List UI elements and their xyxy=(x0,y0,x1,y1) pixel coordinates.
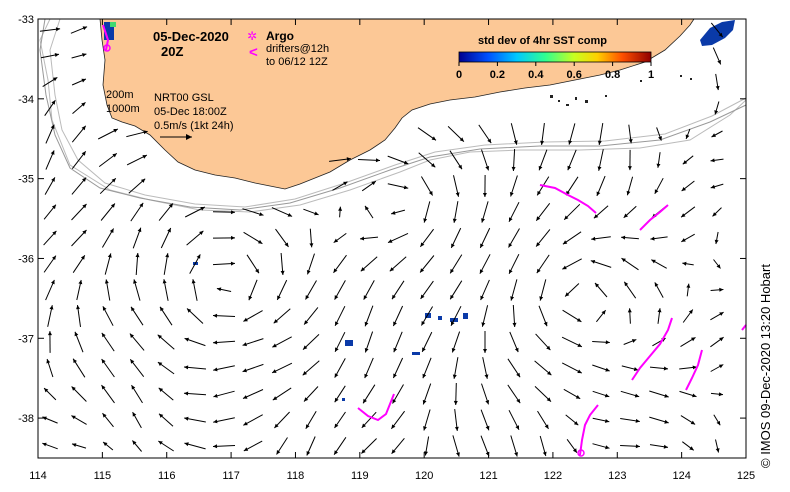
latitude-axis: -33 -34 -35 -36 -37 -38 xyxy=(18,14,34,425)
colorbar-tick-label: 0.4 xyxy=(528,69,544,81)
map-date: 05-Dec-2020 xyxy=(153,29,229,44)
lat-tick-label: -34 xyxy=(18,94,34,106)
lon-tick-label: 122 xyxy=(544,470,562,482)
lat-tick-label: -33 xyxy=(18,14,34,26)
map-time: 20Z xyxy=(161,44,183,59)
longitude-axis: 114 115 116 117 118 119 120 121 122 123 124 125 xyxy=(29,470,755,482)
lon-tick-label: 121 xyxy=(479,470,497,482)
argo-floats xyxy=(103,44,585,457)
lon-tick-label: 117 xyxy=(222,470,240,482)
sst-patch-green xyxy=(110,22,116,27)
drifter-tracks xyxy=(102,24,747,456)
colorbar-tick-label: 0.8 xyxy=(605,69,620,81)
colorbar-tick-label: 0.6 xyxy=(567,69,582,81)
argo-label: Argo xyxy=(266,29,294,43)
plot-frame xyxy=(37,18,747,459)
drifter-symbol-icon: < xyxy=(249,44,258,61)
lon-tick-label: 120 xyxy=(415,470,433,482)
credit-text: © IMOS 09-Dec-2020 13:20 Hobart xyxy=(758,264,773,468)
isobath-1000m xyxy=(49,18,747,208)
lat-tick-label: -37 xyxy=(18,333,34,345)
current-product: NRT00 GSL xyxy=(154,92,214,104)
colorbar-tick-label: 1 xyxy=(648,69,654,81)
drifter-label-line2: to 06/12 12Z xyxy=(266,56,328,68)
isobath-200m-label: 200m xyxy=(106,89,134,101)
isobath-200m xyxy=(39,18,747,211)
colorbar-tick-label: 0 xyxy=(456,69,462,81)
isobath-1000m-label: 1000m xyxy=(106,103,140,115)
lon-tick-label: 116 xyxy=(158,470,176,482)
colorbar-ticks: 0 0.2 0.4 0.6 0.8 1 xyxy=(456,62,654,81)
lon-tick-label: 123 xyxy=(608,470,626,482)
colorbar-tick-label: 0.2 xyxy=(490,69,505,81)
lat-tick-label: -35 xyxy=(18,174,34,186)
lon-tick-label: 125 xyxy=(737,470,755,482)
lat-tick-label: -36 xyxy=(18,253,34,265)
scale-arrow-icon xyxy=(160,134,192,140)
lon-tick-label: 118 xyxy=(287,470,305,482)
colorbar-title: std dev of 4hr SST comp xyxy=(478,35,607,47)
current-scale-label: 0.5m/s (1kt 24h) xyxy=(154,120,233,132)
drifter-label-line1: drifters@12h xyxy=(266,43,329,55)
colorbar xyxy=(458,51,652,63)
lat-tick-label: -38 xyxy=(18,413,34,425)
lon-tick-label: 124 xyxy=(672,470,690,482)
axis-ticks xyxy=(37,18,747,458)
current-vector-field xyxy=(39,22,724,457)
argo-symbol-icon: ✲ xyxy=(247,29,257,43)
island-cluster xyxy=(550,75,692,106)
current-valid-time: 05-Dec 18:00Z xyxy=(154,106,227,118)
lon-tick-label: 119 xyxy=(351,470,369,482)
lon-tick-label: 115 xyxy=(94,470,112,482)
lon-tick-label: 114 xyxy=(29,470,47,482)
